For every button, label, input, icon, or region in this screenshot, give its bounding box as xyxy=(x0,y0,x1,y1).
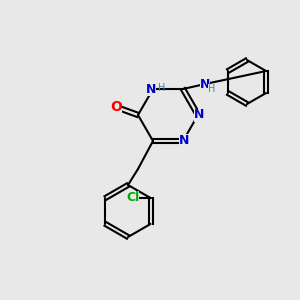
Text: N: N xyxy=(179,134,189,148)
Text: Cl: Cl xyxy=(126,191,139,205)
Text: N: N xyxy=(200,77,210,91)
Text: O: O xyxy=(110,100,122,114)
Text: H: H xyxy=(208,84,215,94)
Text: N: N xyxy=(194,109,204,122)
Text: H: H xyxy=(158,83,165,93)
Text: N: N xyxy=(146,82,156,95)
